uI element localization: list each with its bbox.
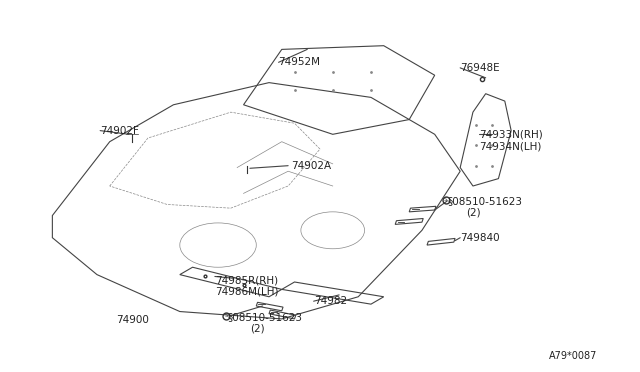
Text: 749840: 749840 xyxy=(460,233,500,243)
Text: 74902A: 74902A xyxy=(291,161,332,171)
Text: §08510-51623: §08510-51623 xyxy=(447,196,522,206)
Text: S: S xyxy=(225,314,228,318)
Text: 74985R(RH): 74985R(RH) xyxy=(215,275,278,285)
Text: (2): (2) xyxy=(250,324,264,334)
Text: 74933N(RH): 74933N(RH) xyxy=(479,129,543,139)
Text: 74900: 74900 xyxy=(116,315,149,325)
Text: A79*0087: A79*0087 xyxy=(549,351,598,361)
Text: §08510-51623: §08510-51623 xyxy=(228,312,303,322)
Text: (2): (2) xyxy=(467,208,481,218)
Text: 74902F: 74902F xyxy=(100,126,139,136)
Text: 74934N(LH): 74934N(LH) xyxy=(479,141,541,151)
Text: 74986M(LH): 74986M(LH) xyxy=(215,286,278,296)
Text: 76948E: 76948E xyxy=(460,63,500,73)
Text: 74952M: 74952M xyxy=(278,57,321,67)
Text: S: S xyxy=(444,197,447,202)
Text: 74982: 74982 xyxy=(314,296,347,306)
